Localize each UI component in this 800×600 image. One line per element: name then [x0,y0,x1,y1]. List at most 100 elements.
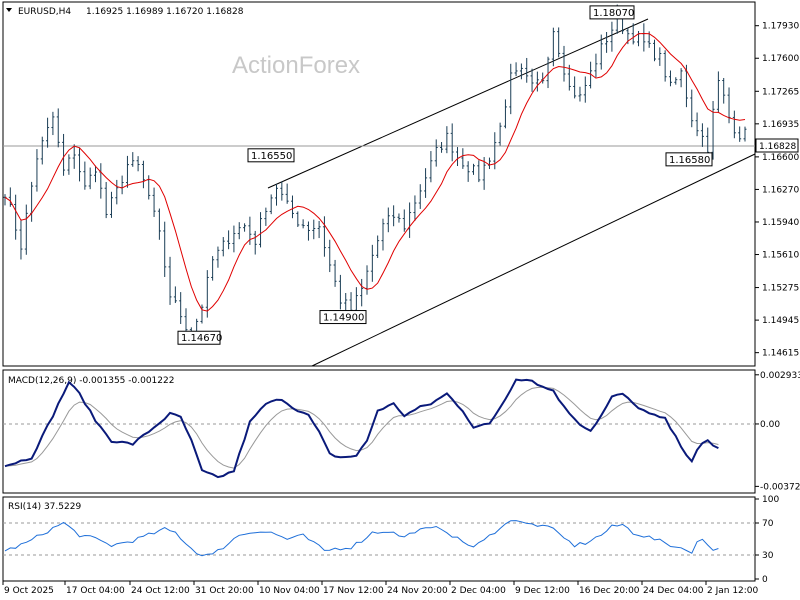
candle [674,77,678,85]
price-annotation: 1.14900 [319,310,367,325]
price-y-tick-label: 1.16600 [762,153,799,163]
candle [280,181,284,201]
candle [211,256,215,281]
candle [72,144,76,169]
candle [450,123,454,162]
candle [19,219,23,260]
x-tick-label: 17 Nov 12:00 [323,586,384,596]
price-candles [3,4,747,342]
x-tick-label: 2 Jan 12:00 [707,586,759,596]
watermark: ActionForex [232,52,360,79]
candle [131,152,135,167]
candle [509,63,513,115]
candle [546,56,550,89]
candle [237,222,241,240]
candle [216,246,220,268]
candle [322,216,326,257]
candle [424,168,428,198]
candle [173,286,177,304]
candle [573,76,577,99]
moving-average-line [4,32,746,312]
candle [24,204,28,255]
rsi-y-tick-label: 30 [762,551,774,561]
price-annotation-label: 1.16550 [251,151,292,162]
candle [94,165,98,183]
candle [434,139,438,167]
candle [141,160,145,189]
candle [583,76,587,103]
x-tick-label: 9 Oct 2025 [4,586,54,596]
candle [376,235,380,258]
candle [136,156,140,172]
candle [290,195,294,219]
x-tick-label: 24 Nov 20:00 [387,586,448,596]
rsi-label: RSI(14) 37.5229 [8,502,81,512]
candle [429,151,433,183]
rsi-y-tick-label: 70 [762,519,774,529]
price-panel [2,1,756,367]
price-annotation: 1.16550 [247,148,295,163]
candle [301,219,305,229]
x-tick-label: 24 Dec 04:00 [643,586,704,596]
candle [567,64,571,91]
macd-y-tick-label: 0.002933 [760,371,800,381]
current-price-tag: 1.16828 [755,138,799,153]
candle [62,133,66,176]
candle [477,160,481,183]
candle [519,63,523,80]
candle [605,31,609,53]
candle [599,34,603,70]
candle [461,148,465,169]
x-tick-label: 16 Dec 20:00 [579,586,640,596]
candle [503,99,507,129]
rsi-panel [2,496,756,582]
price-y-tick-label: 1.14615 [762,349,799,359]
candle [200,304,204,324]
candle [56,108,60,148]
price-y-tick-label: 1.15275 [762,284,799,294]
candle [205,270,209,318]
candle [259,212,263,248]
candle [333,259,337,287]
candle [269,194,273,215]
candle [690,89,694,128]
price-y-tick-label: 1.15940 [762,218,799,228]
dropdown-arrow-icon[interactable] [6,8,12,12]
candle [525,57,529,83]
candle [78,147,82,182]
candle [253,230,257,255]
candle [493,132,497,170]
candle [312,219,316,240]
rsi-y-tick-label: 0 [762,575,768,585]
candle [232,225,236,253]
candle [67,154,71,175]
channel-upper-line [267,18,649,189]
candle [296,211,300,227]
ohlc-label: 1.16925 1.16989 1.16720 1.16828 [86,7,244,17]
candle [163,221,167,277]
macd-y-axis: 0.002933 0.00 -0.003724 [755,371,800,492]
x-tick-label: 10 Nov 04:00 [259,586,320,596]
candle [589,61,593,89]
macd-panel [2,369,756,494]
candle [8,187,12,207]
candle [695,112,699,137]
candle [14,194,18,240]
candle [466,161,470,182]
macd-y-tick-label: -0.003724 [760,482,800,492]
candle [610,21,614,52]
x-tick-label: 9 Dec 12:00 [515,586,570,596]
candle [445,126,449,154]
price-annotation: 1.18070 [589,5,635,20]
candle [722,77,726,104]
candle [482,157,486,190]
candle [498,122,502,146]
candle [594,53,598,78]
price-annotation: 1.14670 [177,330,222,345]
candle [392,205,396,227]
price-annotation-label: 1.14900 [323,313,364,324]
symbol-label: EURUSD,H4 [18,7,71,17]
candle [578,86,582,102]
candle [264,207,268,226]
price-y-tick-label: 1.17265 [762,87,799,97]
